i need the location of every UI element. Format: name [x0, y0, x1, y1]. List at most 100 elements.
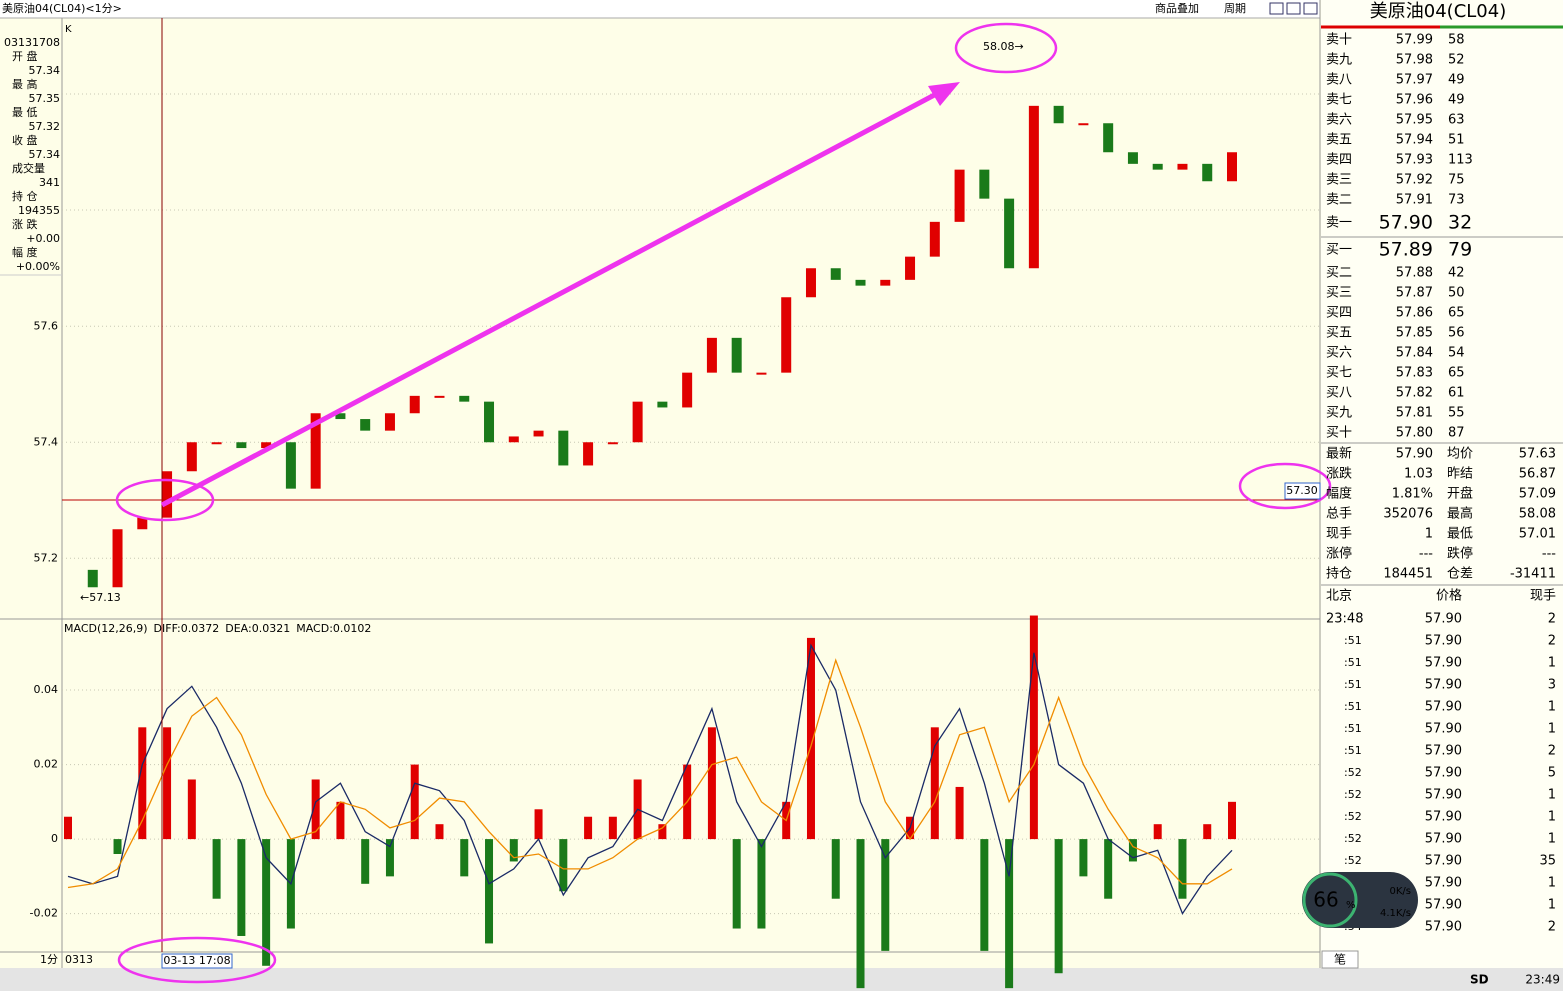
book-volume: 79: [1448, 239, 1472, 261]
candle: [929, 221, 940, 257]
stat-label: 仓差: [1447, 567, 1473, 582]
tab-label[interactable]: 笔: [1334, 952, 1346, 967]
stat-label: 总手: [1326, 507, 1352, 522]
trade-price: 57.90: [1425, 612, 1462, 627]
speed-down: 4.1K/s: [1380, 908, 1411, 919]
candle: [384, 413, 395, 431]
tab[interactable]: [1321, 950, 1359, 969]
candle: [484, 401, 495, 443]
macd-bar: [732, 839, 741, 929]
macd-bar: [410, 764, 419, 840]
macd-label: MACD:0.0102: [296, 622, 371, 635]
trade-price: 57.90: [1425, 656, 1462, 671]
cursor-time: 03-13 17:08: [163, 954, 230, 967]
book-price: 57.81: [1396, 406, 1433, 421]
trade-time: :52: [1344, 766, 1362, 779]
macd-bar: [930, 727, 939, 840]
book-price: 57.92: [1396, 173, 1433, 188]
book-label: 卖三: [1326, 173, 1352, 188]
quote-panel: [1321, 0, 1563, 968]
macd-bar: [212, 839, 221, 899]
stat-value: 56.87: [1519, 467, 1556, 482]
candle: [186, 442, 197, 472]
stat-label: 最低: [1447, 527, 1473, 542]
speed-up: 0K/s: [1390, 886, 1412, 897]
trade-volume: 1: [1548, 722, 1556, 737]
macd-bar: [1153, 824, 1162, 840]
candle: [657, 401, 668, 408]
y-tick-label: 0: [51, 832, 58, 845]
candle: [434, 395, 445, 398]
book-volume: 58: [1448, 33, 1465, 48]
book-price: 57.95: [1396, 113, 1433, 128]
trade-price: 57.90: [1425, 634, 1462, 649]
book-price: 57.90: [1379, 212, 1433, 234]
macd-bar: [980, 839, 989, 951]
top-bar: [0, 0, 1320, 18]
book-label: 卖九: [1326, 53, 1352, 68]
y-tick-label: 57.4: [34, 435, 59, 448]
candle: [459, 395, 470, 402]
window-buttons[interactable]: [1269, 2, 1318, 15]
stat-value: ---: [1419, 547, 1433, 562]
macd-bar: [163, 727, 172, 840]
macd-bar: [658, 824, 667, 840]
info-label: 最 高: [12, 77, 38, 91]
trade-price: 57.90: [1425, 854, 1462, 869]
book-price: 57.89: [1379, 239, 1433, 261]
macd-bar: [509, 839, 518, 862]
y-tick-label: 57.2: [34, 551, 59, 564]
candle: [682, 372, 693, 408]
book-label: 卖一: [1326, 216, 1352, 231]
trade-time: :51: [1344, 722, 1362, 735]
trade-price: 57.90: [1425, 810, 1462, 825]
book-volume: 113: [1448, 153, 1473, 168]
info-value: 341: [39, 176, 60, 189]
candle: [335, 413, 346, 420]
stat-value: 184451: [1383, 567, 1433, 582]
trade-price: 57.90: [1425, 722, 1462, 737]
macd-bar: [608, 816, 617, 840]
book-price: 57.93: [1396, 153, 1433, 168]
macd-bar: [806, 637, 815, 840]
macd-label: DIFF:0.0372: [154, 622, 220, 635]
candle: [285, 442, 296, 489]
trade-volume: 1: [1548, 700, 1556, 715]
trade-volume: 1: [1548, 898, 1556, 913]
trade-time: :51: [1344, 678, 1362, 691]
trade-volume: 5: [1548, 766, 1556, 781]
book-price: 57.91: [1396, 193, 1433, 208]
book-volume: 73: [1448, 193, 1465, 208]
macd-bar: [336, 801, 345, 840]
macd-bar: [1228, 801, 1236, 840]
stat-value: 1.81%: [1392, 487, 1433, 502]
candle: [830, 268, 841, 280]
macd-bar: [559, 839, 568, 892]
stat-label: 涨停: [1326, 546, 1352, 562]
trade-volume: 2: [1548, 612, 1556, 627]
candle: [607, 442, 618, 445]
trade-volume: 1: [1548, 656, 1556, 671]
book-price: 57.84: [1396, 346, 1433, 361]
macd-bar: [262, 839, 271, 966]
status-bar: [0, 968, 1563, 991]
trade-header: 价格: [1436, 588, 1462, 604]
book-label: 买九: [1326, 406, 1352, 421]
candle: [1053, 105, 1064, 124]
trade-time: :51: [1344, 744, 1362, 757]
info-label: 开 盘: [12, 49, 38, 63]
candle: [162, 471, 173, 518]
status-time: 23:49: [1525, 973, 1560, 987]
candle: [508, 436, 519, 443]
macd-bar: [955, 786, 964, 840]
macd-bar: [435, 824, 444, 840]
period-button[interactable]: 周期: [1224, 2, 1246, 15]
y-tick-label: 0.04: [34, 683, 59, 696]
trade-time: :51: [1344, 634, 1362, 647]
book-label: 买一: [1326, 243, 1352, 258]
trade-price: 57.90: [1425, 832, 1462, 847]
macd-bar: [1203, 824, 1212, 840]
overlay-button[interactable]: 商品叠加: [1155, 1, 1199, 15]
candle: [583, 442, 594, 466]
